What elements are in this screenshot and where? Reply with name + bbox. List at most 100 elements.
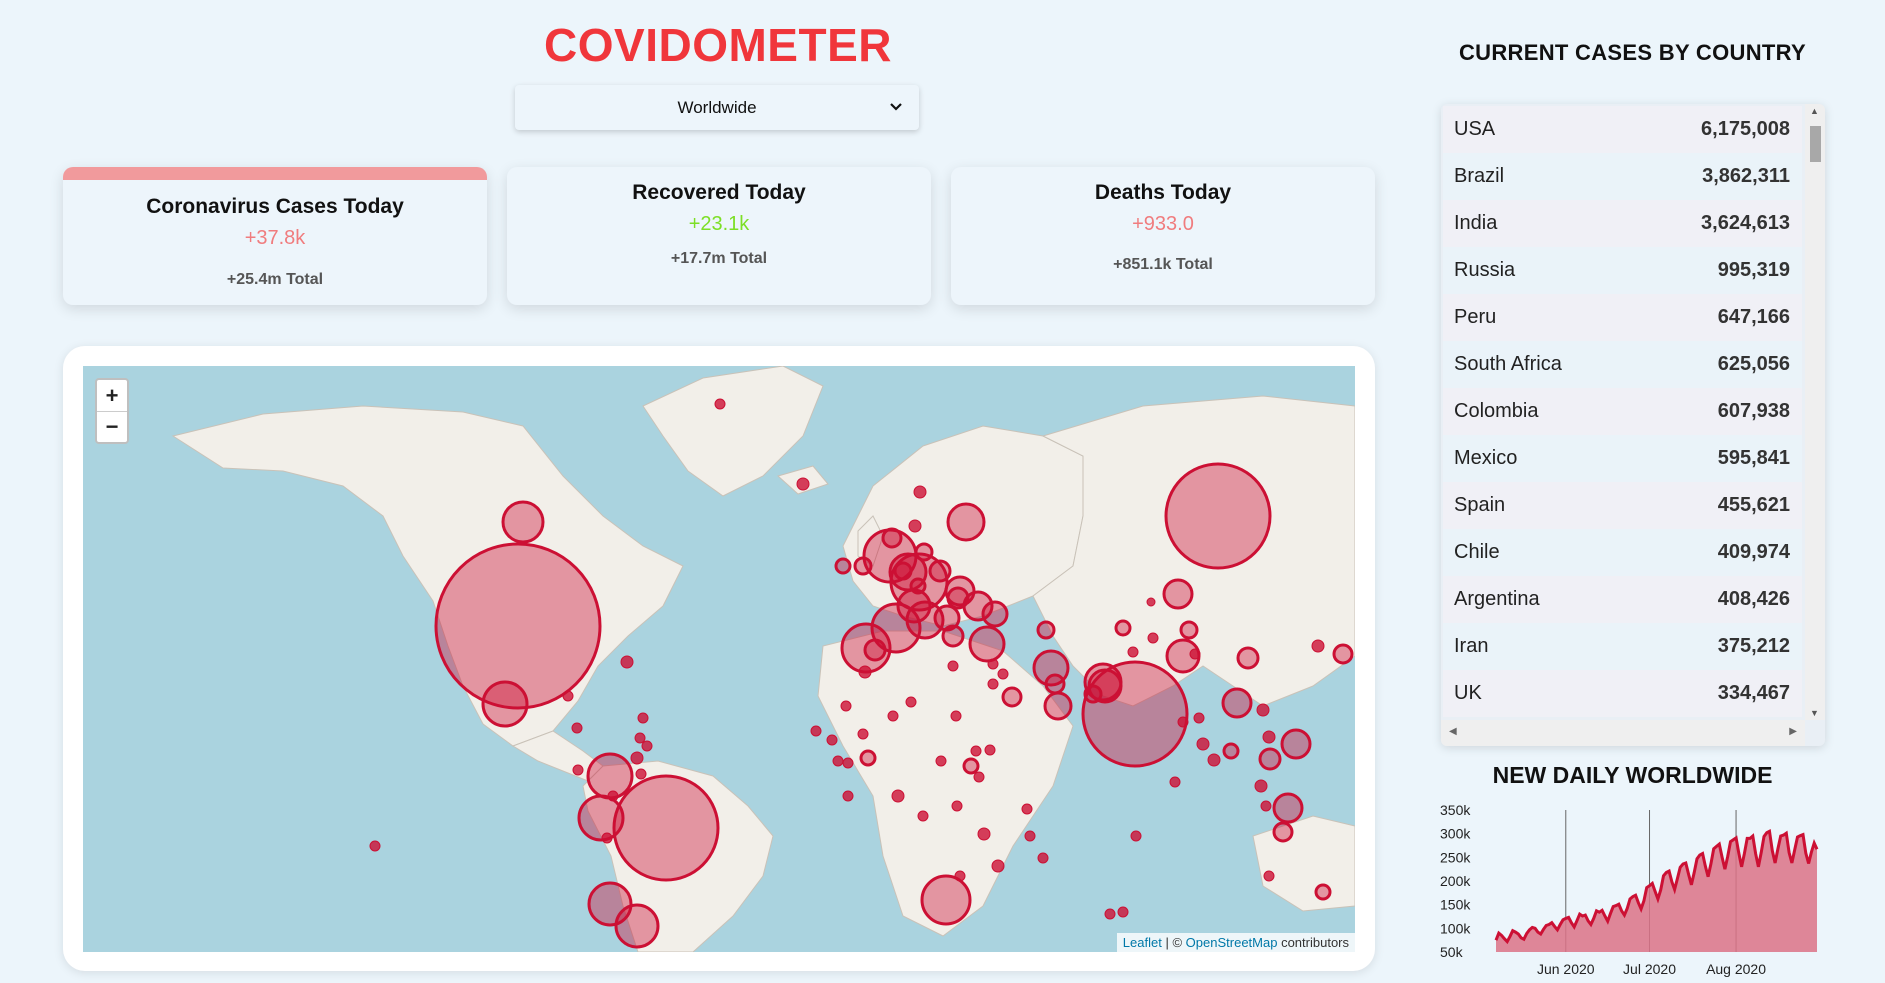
case-bubble[interactable] — [987, 658, 999, 670]
case-bubble[interactable] — [987, 678, 999, 690]
country-row[interactable]: UK 334,467 — [1443, 670, 1802, 717]
case-bubble[interactable] — [858, 665, 872, 679]
cases-card[interactable]: Coronavirus Cases Today +37.8k +25.4m To… — [63, 167, 487, 305]
case-bubble[interactable] — [842, 790, 854, 802]
case-bubble[interactable] — [634, 732, 646, 744]
case-bubble[interactable] — [920, 874, 972, 926]
case-bubble[interactable] — [962, 757, 980, 775]
case-bubble[interactable] — [950, 710, 962, 722]
scroll-down-icon[interactable]: ▼ — [1810, 708, 1819, 718]
case-bubble[interactable] — [887, 710, 899, 722]
case-bubble[interactable] — [1104, 908, 1116, 920]
recovered-card[interactable]: Recovered Today +23.1k +17.7m Total — [507, 167, 931, 305]
case-bubble[interactable] — [914, 542, 934, 562]
case-bubble[interactable] — [612, 774, 720, 882]
world-map[interactable]: + − Leaflet | © OpenStreetMap contributo… — [83, 366, 1355, 952]
case-bubble[interactable] — [1189, 648, 1201, 660]
case-bubble[interactable] — [954, 870, 966, 882]
region-select[interactable]: Worldwide — [515, 85, 919, 130]
case-bubble[interactable] — [1001, 686, 1023, 708]
case-bubble[interactable] — [913, 485, 927, 499]
case-bubble[interactable] — [1114, 619, 1132, 637]
country-row[interactable]: Argentina 408,426 — [1443, 576, 1802, 623]
case-bubble[interactable] — [1164, 462, 1272, 570]
case-bubble[interactable] — [905, 696, 917, 708]
case-bubble[interactable] — [889, 552, 949, 612]
case-bubble[interactable] — [935, 755, 947, 767]
case-bubble[interactable] — [369, 840, 381, 852]
country-list[interactable]: USA 6,175,008 Brazil 3,862,311 India 3,624,61… — [1441, 104, 1825, 746]
case-bubble[interactable] — [501, 500, 545, 544]
case-bubble[interactable] — [905, 600, 945, 640]
case-bubble[interactable] — [991, 859, 1005, 873]
case-bubble[interactable] — [1177, 716, 1189, 728]
case-bubble[interactable] — [810, 725, 822, 737]
case-bubble[interactable] — [1236, 646, 1260, 670]
case-bubble[interactable] — [1272, 821, 1294, 843]
case-bubble[interactable] — [997, 668, 1009, 680]
vertical-scrollbar[interactable]: ▲ ▼ — [1805, 104, 1825, 720]
map-canvas[interactable] — [83, 366, 1355, 952]
case-bubble[interactable] — [1043, 691, 1073, 721]
case-bubble[interactable] — [968, 625, 1006, 663]
country-row[interactable]: Colombia 607,938 — [1443, 388, 1802, 435]
case-bubble[interactable] — [970, 745, 982, 757]
case-bubble[interactable] — [1179, 620, 1199, 640]
case-bubble[interactable] — [863, 638, 887, 662]
country-row[interactable]: Peru 647,166 — [1443, 294, 1802, 341]
case-bubbles[interactable] — [369, 398, 1354, 949]
scroll-up-icon[interactable]: ▲ — [1810, 106, 1819, 116]
case-bubble[interactable] — [859, 749, 877, 767]
case-bubble[interactable] — [1263, 870, 1275, 882]
case-bubble[interactable] — [607, 790, 619, 802]
case-bubble[interactable] — [620, 655, 634, 669]
case-bubble[interactable] — [981, 600, 1009, 628]
zoom-in-button[interactable]: + — [105, 382, 119, 408]
scroll-right-icon[interactable]: ▶ — [1789, 726, 1797, 737]
case-bubble[interactable] — [1081, 660, 1189, 768]
case-bubble[interactable] — [562, 690, 574, 702]
case-bubble[interactable] — [1036, 620, 1056, 640]
case-bubble[interactable] — [1262, 730, 1276, 744]
case-bubble[interactable] — [826, 734, 838, 746]
case-bubble[interactable] — [577, 794, 625, 842]
case-bubble[interactable] — [1260, 800, 1272, 812]
case-bubble[interactable] — [1146, 597, 1156, 607]
case-bubble[interactable] — [1127, 646, 1139, 658]
case-bubble[interactable] — [1222, 742, 1240, 760]
case-bubble[interactable] — [881, 527, 903, 549]
case-bubble[interactable] — [1193, 712, 1205, 724]
country-row[interactable]: South Africa 625,056 — [1443, 341, 1802, 388]
case-bubble[interactable] — [928, 559, 952, 583]
case-bubble[interactable] — [481, 680, 529, 728]
case-bubble[interactable] — [973, 771, 985, 783]
case-bubble[interactable] — [1272, 792, 1304, 824]
case-bubble[interactable] — [917, 810, 929, 822]
case-bubble[interactable] — [1083, 684, 1103, 704]
country-row[interactable]: Chile 409,974 — [1443, 529, 1802, 576]
case-bubble[interactable] — [796, 477, 810, 491]
case-bubble[interactable] — [714, 398, 726, 410]
case-bubble[interactable] — [1044, 673, 1066, 695]
case-bubble[interactable] — [572, 764, 584, 776]
case-bubble[interactable] — [1130, 830, 1142, 842]
case-bubble[interactable] — [842, 757, 854, 769]
case-bubble[interactable] — [1221, 687, 1253, 719]
case-bubble[interactable] — [1332, 643, 1354, 665]
case-bubble[interactable] — [893, 561, 913, 581]
case-bubble[interactable] — [1314, 883, 1332, 901]
case-bubble[interactable] — [909, 577, 927, 595]
case-bubble[interactable] — [984, 744, 996, 756]
osm-link[interactable]: OpenStreetMap — [1185, 935, 1278, 950]
case-bubble[interactable] — [951, 800, 963, 812]
case-bubble[interactable] — [637, 712, 649, 724]
case-bubble[interactable] — [1037, 852, 1049, 864]
case-bubble[interactable] — [1169, 776, 1181, 788]
case-bubble[interactable] — [601, 832, 613, 844]
leaflet-link[interactable]: Leaflet — [1122, 935, 1162, 950]
case-bubble[interactable] — [834, 557, 852, 575]
deaths-card[interactable]: Deaths Today +933.0 +851.1k Total — [951, 167, 1375, 305]
case-bubble[interactable] — [908, 519, 922, 533]
country-row[interactable]: India 3,624,613 — [1443, 200, 1802, 247]
country-row[interactable]: Brazil 3,862,311 — [1443, 153, 1802, 200]
